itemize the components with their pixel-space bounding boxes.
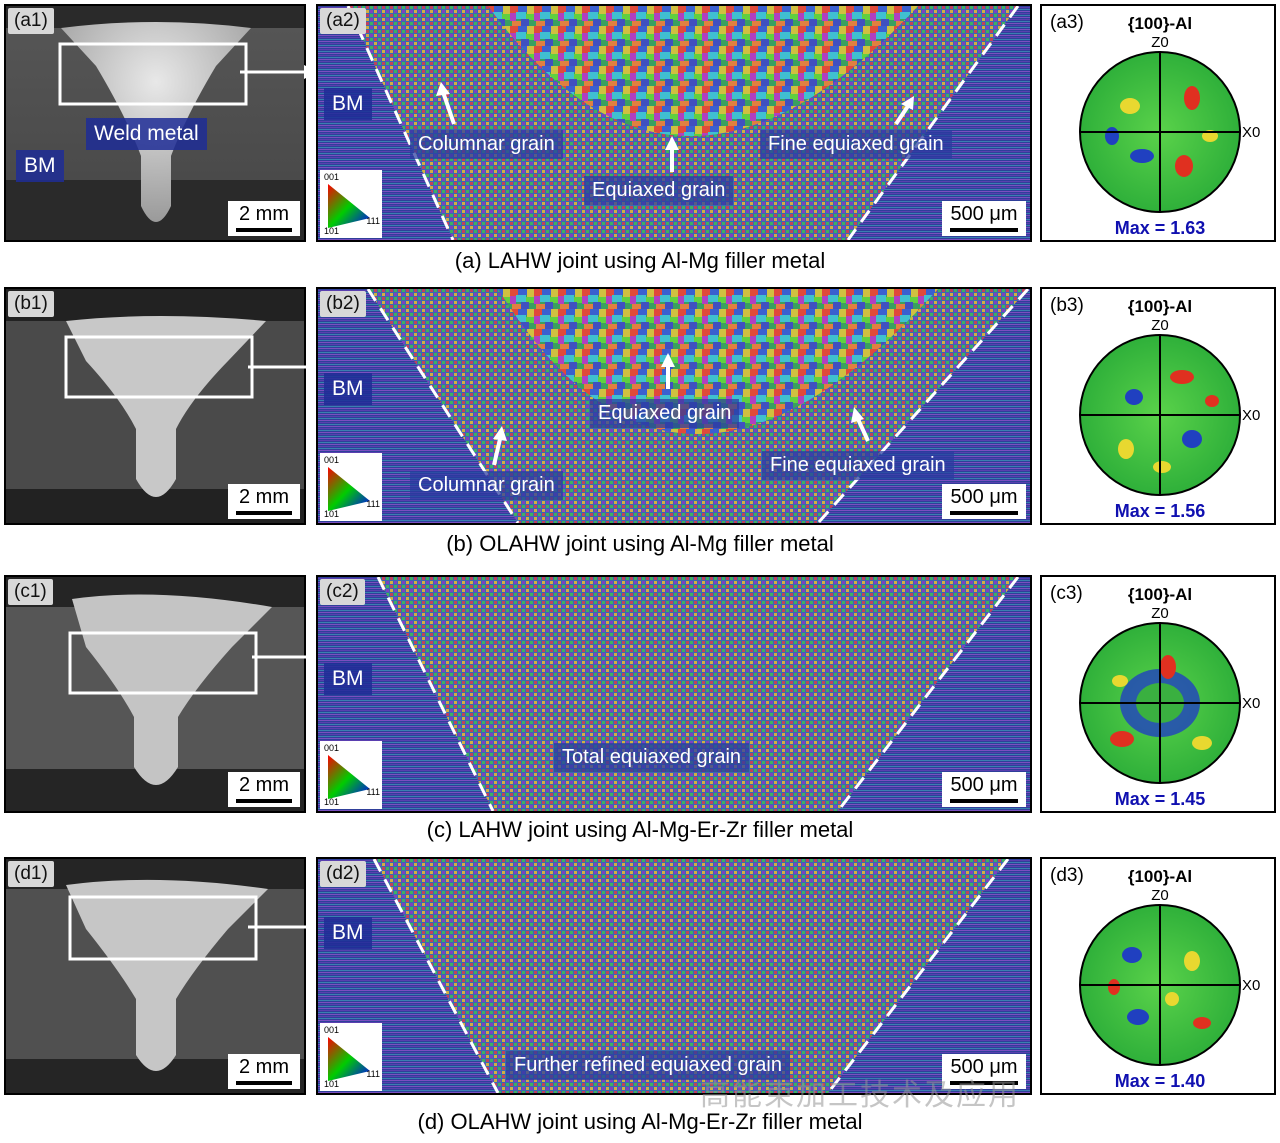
figure-row-b: (b1) 2 mm (b2) BM Equiaxed grain Columna… xyxy=(0,283,1280,569)
pointer-arrows xyxy=(436,82,914,172)
bm-label: BM xyxy=(324,88,372,120)
ipf-color-key: 001 101 111 xyxy=(320,453,382,521)
grain-label: Columnar grain xyxy=(410,471,563,500)
ipf-triangle-icon xyxy=(328,467,370,511)
scale-bar-text: 500 μm xyxy=(950,774,1018,796)
pointer-arrows xyxy=(492,353,870,466)
bm-label: BM xyxy=(324,373,372,405)
panel-tag: (a2) xyxy=(320,8,366,34)
scale-bar-text: 2 mm xyxy=(239,1056,289,1078)
pole-figure-panel: (c3) {100}-Al Z0 X0 Max = 1.45 xyxy=(1040,575,1276,813)
z-axis-label: Z0 xyxy=(1151,887,1169,904)
macrograph-panel: (a1) Weld metal BM 2 mm xyxy=(4,4,306,242)
scale-bar-text: 500 μm xyxy=(950,1056,1018,1078)
ipf-triangle-icon xyxy=(328,755,370,799)
scale-bar-text: 2 mm xyxy=(239,486,289,508)
x-axis-label: X0 xyxy=(1242,124,1261,141)
pole-figure-panel: (b3) {100}-Al Z0 X0 Max = 1.56 xyxy=(1040,287,1276,525)
pole-figure-plot xyxy=(1079,334,1241,496)
macrograph-panel: (b1) 2 mm xyxy=(4,287,306,525)
ebsd-map-panel: (b2) BM Equiaxed grain Columnar grain Fi… xyxy=(316,287,1032,525)
pole-figure-panel: (a3) {100}-Al Z0 X0 Max = 1.63 xyxy=(1040,4,1276,242)
scale-bar: 500 μm xyxy=(942,484,1026,519)
region-box xyxy=(58,42,248,106)
ebsd-map-panel: (c2) BM Total equiaxed grain 001 101 111… xyxy=(316,575,1032,813)
ipf-triangle-icon xyxy=(328,184,370,228)
panel-tag: (a1) xyxy=(8,8,54,34)
ipf-color-key: 001 101 111 xyxy=(320,1023,382,1091)
x-axis-label: X0 xyxy=(1242,695,1261,712)
region-box xyxy=(68,631,258,695)
panel-tag: (d1) xyxy=(8,861,54,887)
panel-tag: (b1) xyxy=(8,291,54,317)
max-intensity-label: Max = 1.63 xyxy=(1114,218,1206,238)
max-intensity-label: Max = 1.45 xyxy=(1114,789,1206,809)
ebsd-map-panel: (a2) BM Columnar grain Equiaxed grain Fi… xyxy=(316,4,1032,242)
ipf-color-key: 001 101 111 xyxy=(320,170,382,238)
figure-caption: (b) OLAHW joint using Al-Mg filler metal xyxy=(446,531,834,556)
grain-label: Columnar grain xyxy=(410,130,563,159)
grain-label: Fine equiaxed grain xyxy=(762,451,954,480)
grain-label: Further refined equiaxed grain xyxy=(506,1051,790,1080)
bm-label: BM xyxy=(324,663,372,695)
scale-bar: 500 μm xyxy=(942,772,1026,807)
pole-figure-title: {100}-Al xyxy=(1127,14,1193,33)
panel-tag: (b2) xyxy=(320,291,366,317)
z-axis-label: Z0 xyxy=(1151,317,1169,334)
panel-tag: (a3) xyxy=(1050,12,1084,33)
figure-caption: (d) OLAHW joint using Al-Mg-Er-Zr filler… xyxy=(417,1109,863,1134)
macrograph-panel: (d1) 2 mm xyxy=(4,857,306,1095)
scale-bar: 2 mm xyxy=(228,1054,300,1089)
bm-label: BM xyxy=(16,150,64,182)
panel-tag: (b3) xyxy=(1050,295,1084,316)
ipf-triangle-icon xyxy=(328,1037,370,1081)
ebsd-map-panel: (d2) BM Further refined equiaxed grain 0… xyxy=(316,857,1032,1095)
panel-tag: (c1) xyxy=(8,579,53,605)
grain-label: Equiaxed grain xyxy=(584,176,734,205)
grain-label: Equiaxed grain xyxy=(590,399,740,428)
x-axis-label: X0 xyxy=(1242,977,1261,994)
scale-bar: 2 mm xyxy=(228,484,300,519)
scale-bar: 2 mm xyxy=(228,772,300,807)
ipf-color-key: 001 101 111 xyxy=(320,741,382,809)
figure-caption: (a) LAHW joint using Al-Mg filler metal xyxy=(454,248,826,273)
scale-bar: 2 mm xyxy=(228,201,300,236)
x-axis-label: X0 xyxy=(1242,407,1261,424)
panel-tag: (d3) xyxy=(1050,865,1084,886)
figure-row-c: (c1) 2 mm (c2) BM Total equiaxed grain 0… xyxy=(0,571,1280,857)
pole-figure-title: {100}-Al xyxy=(1127,585,1193,604)
scale-bar-text: 500 μm xyxy=(950,486,1018,508)
scale-bar: 500 μm xyxy=(942,1054,1026,1089)
max-intensity-label: Max = 1.56 xyxy=(1114,501,1206,521)
panel-tag: (c3) xyxy=(1050,583,1083,604)
grain-label: Fine equiaxed grain xyxy=(760,130,952,159)
grain-label: Total equiaxed grain xyxy=(554,743,750,772)
panel-tag: (c2) xyxy=(320,579,365,605)
macrograph-panel: (c1) 2 mm xyxy=(4,575,306,813)
z-axis-label: Z0 xyxy=(1151,605,1169,622)
pole-figure-panel: (d3) {100}-Al Z0 X0 Max = 1.40 xyxy=(1040,857,1276,1095)
scale-bar-text: 2 mm xyxy=(239,203,289,225)
max-intensity-label: Max = 1.40 xyxy=(1114,1071,1206,1091)
arrow-icon xyxy=(240,65,318,79)
figure-row-d: (d1) 2 mm (d2) BM Further refined equiax… xyxy=(0,853,1280,1139)
figure-row-a: (a1) Weld metal BM 2 mm xyxy=(0,0,1280,286)
pole-figure-title: {100}-Al xyxy=(1127,867,1193,886)
z-axis-label: Z0 xyxy=(1151,34,1169,51)
figure-caption: (c) LAHW joint using Al-Mg-Er-Zr filler … xyxy=(426,817,854,842)
scale-bar-text: 500 μm xyxy=(950,203,1018,225)
panel-tag: (d2) xyxy=(320,861,366,887)
scale-bar: 500 μm xyxy=(942,201,1026,236)
pole-figure-plot xyxy=(1079,51,1241,213)
ebsd-orientation-map xyxy=(318,577,1030,811)
weld-metal-label: Weld metal xyxy=(86,118,207,150)
watermark-text: 高能束加工技术及应用 xyxy=(700,1079,1020,1112)
pole-figure-title: {100}-Al xyxy=(1127,297,1193,316)
scale-bar-text: 2 mm xyxy=(239,774,289,796)
bm-label: BM xyxy=(324,917,372,949)
pole-figure-plot xyxy=(1079,622,1241,784)
pole-figure-plot xyxy=(1079,904,1241,1066)
